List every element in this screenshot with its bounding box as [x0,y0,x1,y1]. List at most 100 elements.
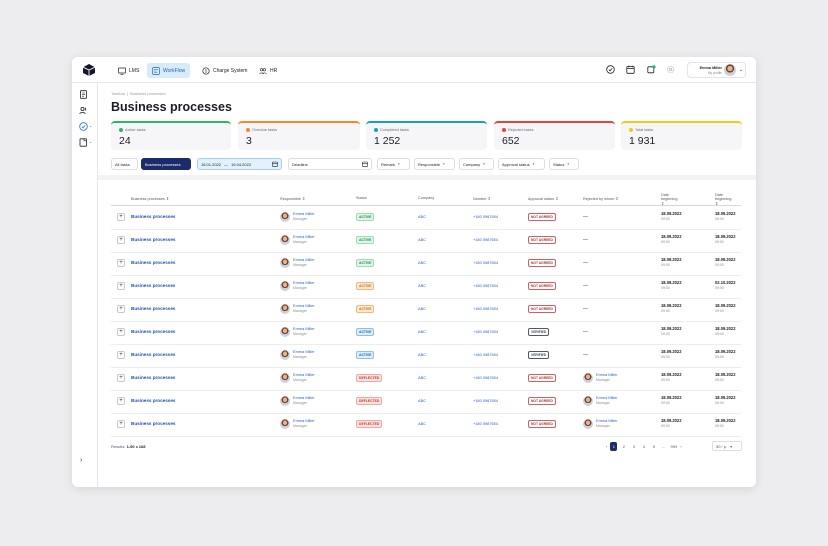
phone-number[interactable]: +180 0987654 [473,260,498,265]
expand-icon[interactable]: + [117,305,125,313]
business-process-link[interactable]: Business processes [131,260,176,265]
company-link[interactable]: ABC [418,398,426,403]
table-row[interactable]: + Business processes Emma Miller Manager ACT… [111,207,741,230]
responsible-name[interactable]: Emma Miller [293,280,315,285]
column-header[interactable]: Number ⇕ [473,197,491,201]
business-process-link[interactable]: Business processes [131,329,176,334]
column-header[interactable]: Date beginning ⇕ [661,193,678,206]
phone-number[interactable]: +180 0987654 [473,398,498,403]
page-button[interactable]: 4 [642,443,645,449]
phone-number[interactable]: +180 0987654 [473,237,498,242]
responsible-name[interactable]: Emma Miller [293,257,315,262]
next-page-icon[interactable]: › [680,443,682,449]
rejected-by-name[interactable]: Emma Miller [596,395,618,400]
company-link[interactable]: ABC [418,421,426,426]
responsible-name[interactable]: Emma Miller [293,349,315,354]
tab-hr[interactable]: HR [254,63,282,78]
column-header[interactable]: Business processes ⇕ [131,197,170,201]
responsible-name[interactable]: Emma Miller [293,303,315,308]
rejected-by-name[interactable]: Emma Miller [596,418,618,423]
expand-icon[interactable]: + [117,374,125,382]
phone-number[interactable]: +180 0987654 [473,352,498,357]
approval-status-select[interactable]: Approval status ▾ [498,158,545,170]
table-row[interactable]: + Business processes Emma Miller Manager ACT… [111,230,741,253]
page-button[interactable]: 2 [622,443,625,449]
column-header[interactable]: Status [356,196,367,200]
responsible-name[interactable]: Emma Miller [293,395,315,400]
tab-charge-system[interactable]: Charge System [197,63,252,78]
table-row[interactable]: + Business processes Emma Miller Manager ACT… [111,299,741,322]
business-process-link[interactable]: Business processes [131,398,176,403]
company-link[interactable]: ABC [418,375,426,380]
business-process-link[interactable]: Business processes [131,237,176,242]
responsible-select[interactable]: Responsible ▾ [414,158,455,170]
user-menu[interactable]: Emma Miller My profile ⌄ [687,62,746,78]
table-row[interactable]: + Business processes Emma Miller Manager DEF… [111,414,741,437]
expand-icon[interactable]: + [117,213,125,221]
company-link[interactable]: ABC [418,283,426,288]
expand-icon[interactable]: + [117,236,125,244]
responsible-name[interactable]: Emma Miller [293,418,315,423]
expand-icon[interactable]: + [117,282,125,290]
responsible-name[interactable]: Emma Miller [293,211,315,216]
expand-icon[interactable]: + [117,259,125,267]
company-link[interactable]: ABC [418,214,426,219]
business-process-link[interactable]: Business processes [131,283,176,288]
company-link[interactable]: ABC [418,352,426,357]
phone-number[interactable]: +180 0987654 [473,306,498,311]
calendar-icon[interactable] [626,65,635,74]
expand-icon[interactable]: + [117,397,125,405]
rejected-by-name[interactable]: Emma Miller [596,372,618,377]
phone-number[interactable]: +180 0987654 [473,421,498,426]
tab-lms[interactable]: LMS [113,63,144,78]
table-row[interactable]: + Business processes Emma Miller Manager DEF… [111,391,741,414]
column-header[interactable]: Company [418,196,435,200]
business-process-link[interactable]: Business processes [131,352,176,357]
check-circle-icon[interactable] [606,65,615,74]
table-row[interactable]: + Business processes Emma Miller Manager ACT… [111,322,741,345]
phone-number[interactable]: +180 0987654 [473,329,498,334]
column-header[interactable]: Rejected by whom ⇕ [583,197,619,201]
sidebar-expand-icon[interactable]: › [80,457,83,464]
column-header[interactable]: Date beginning ⇕ [715,193,732,206]
page-button[interactable]: 5 [652,443,655,449]
filter-all-tasks[interactable]: All tasks [111,158,138,170]
company-link[interactable]: ABC [418,237,426,242]
column-header[interactable]: Approval status ⇕ [528,197,559,201]
file-icon[interactable] [79,138,88,147]
table-row[interactable]: + Business processes Emma Miller Manager DEF… [111,368,741,391]
phone-number[interactable]: +180 0987654 [473,214,498,219]
company-link[interactable]: ABC [418,260,426,265]
business-process-link[interactable]: Business processes [131,421,176,426]
company-link[interactable]: ABC [418,306,426,311]
table-row[interactable]: + Business processes Emma Miller Manager ACT… [111,345,741,368]
phone-number[interactable]: +180 0987654 [473,375,498,380]
page-button[interactable]: 999 [670,443,678,449]
table-row[interactable]: + Business processes Emma Miller Manager ACT… [111,253,741,276]
users-icon[interactable] [79,106,88,115]
company-select[interactable]: Company ▾ [459,158,494,170]
responsible-name[interactable]: Emma Miller [293,372,315,377]
notification-icon[interactable] [647,65,656,74]
business-process-link[interactable]: Business processes [131,214,176,219]
gear-icon[interactable] [666,65,675,74]
document-icon[interactable] [79,90,88,99]
filter-business-processes[interactable]: Business processes [141,158,191,170]
business-process-link[interactable]: Business processes [131,375,176,380]
page-button[interactable]: 1 [610,441,618,451]
responsible-name[interactable]: Emma Miller [293,234,315,239]
breadcrumb-parent[interactable]: Taskbar [111,91,126,96]
responsible-name[interactable]: Emma Miller [293,326,315,331]
page-button[interactable]: 3 [632,443,635,449]
page-button[interactable]: ... [662,443,666,449]
remark-select[interactable]: Remark ▾ [377,158,410,170]
phone-number[interactable]: +180 0987654 [473,283,498,288]
deadline-input[interactable]: Deadline [288,158,372,170]
table-row[interactable]: + Business processes Emma Miller Manager ACT… [111,276,741,299]
expand-icon[interactable]: + [117,328,125,336]
prev-page-icon[interactable]: ‹ [606,443,608,449]
logo-icon[interactable] [82,63,96,77]
business-process-link[interactable]: Business processes [131,306,176,311]
tab-workflow[interactable]: WorkFlow [147,63,191,78]
column-header[interactable]: Responsible ⇕ [280,197,306,201]
